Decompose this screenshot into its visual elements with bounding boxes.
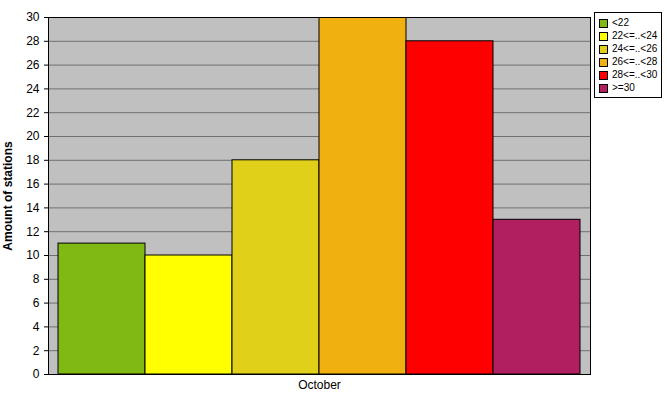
- svg-text:16: 16: [26, 177, 40, 191]
- svg-text:8: 8: [33, 272, 40, 286]
- svg-text:12: 12: [26, 225, 40, 239]
- html-text:26<=..<28: 26<=..<28: [612, 56, 658, 67]
- svg-text:6: 6: [33, 296, 40, 310]
- svg-text:24: 24: [26, 82, 40, 96]
- svg-text:10: 10: [26, 248, 40, 262]
- svg-text:0: 0: [33, 367, 40, 381]
- svg-text:22: 22: [26, 106, 40, 120]
- svg-text:28: 28: [26, 34, 40, 48]
- svg-text:30: 30: [26, 10, 40, 24]
- svg-text:2: 2: [33, 344, 40, 358]
- svg-text:26: 26: [26, 58, 40, 72]
- html-text:28<=..<30: 28<=..<30: [612, 69, 658, 80]
- svg-text:4: 4: [33, 320, 40, 334]
- html-text:24<=..<26: 24<=..<26: [612, 43, 658, 54]
- svg-text:20: 20: [26, 129, 40, 143]
- svg-text:October: October: [298, 378, 341, 392]
- svg-text:18: 18: [26, 153, 40, 167]
- html-text:>=30: >=30: [612, 82, 635, 93]
- html-text:22<=..<24: 22<=..<24: [612, 30, 658, 41]
- html-text:<22: <22: [612, 17, 629, 28]
- svg-text:Amount of stations: Amount of stations: [1, 141, 15, 251]
- svg-text:14: 14: [26, 201, 40, 215]
